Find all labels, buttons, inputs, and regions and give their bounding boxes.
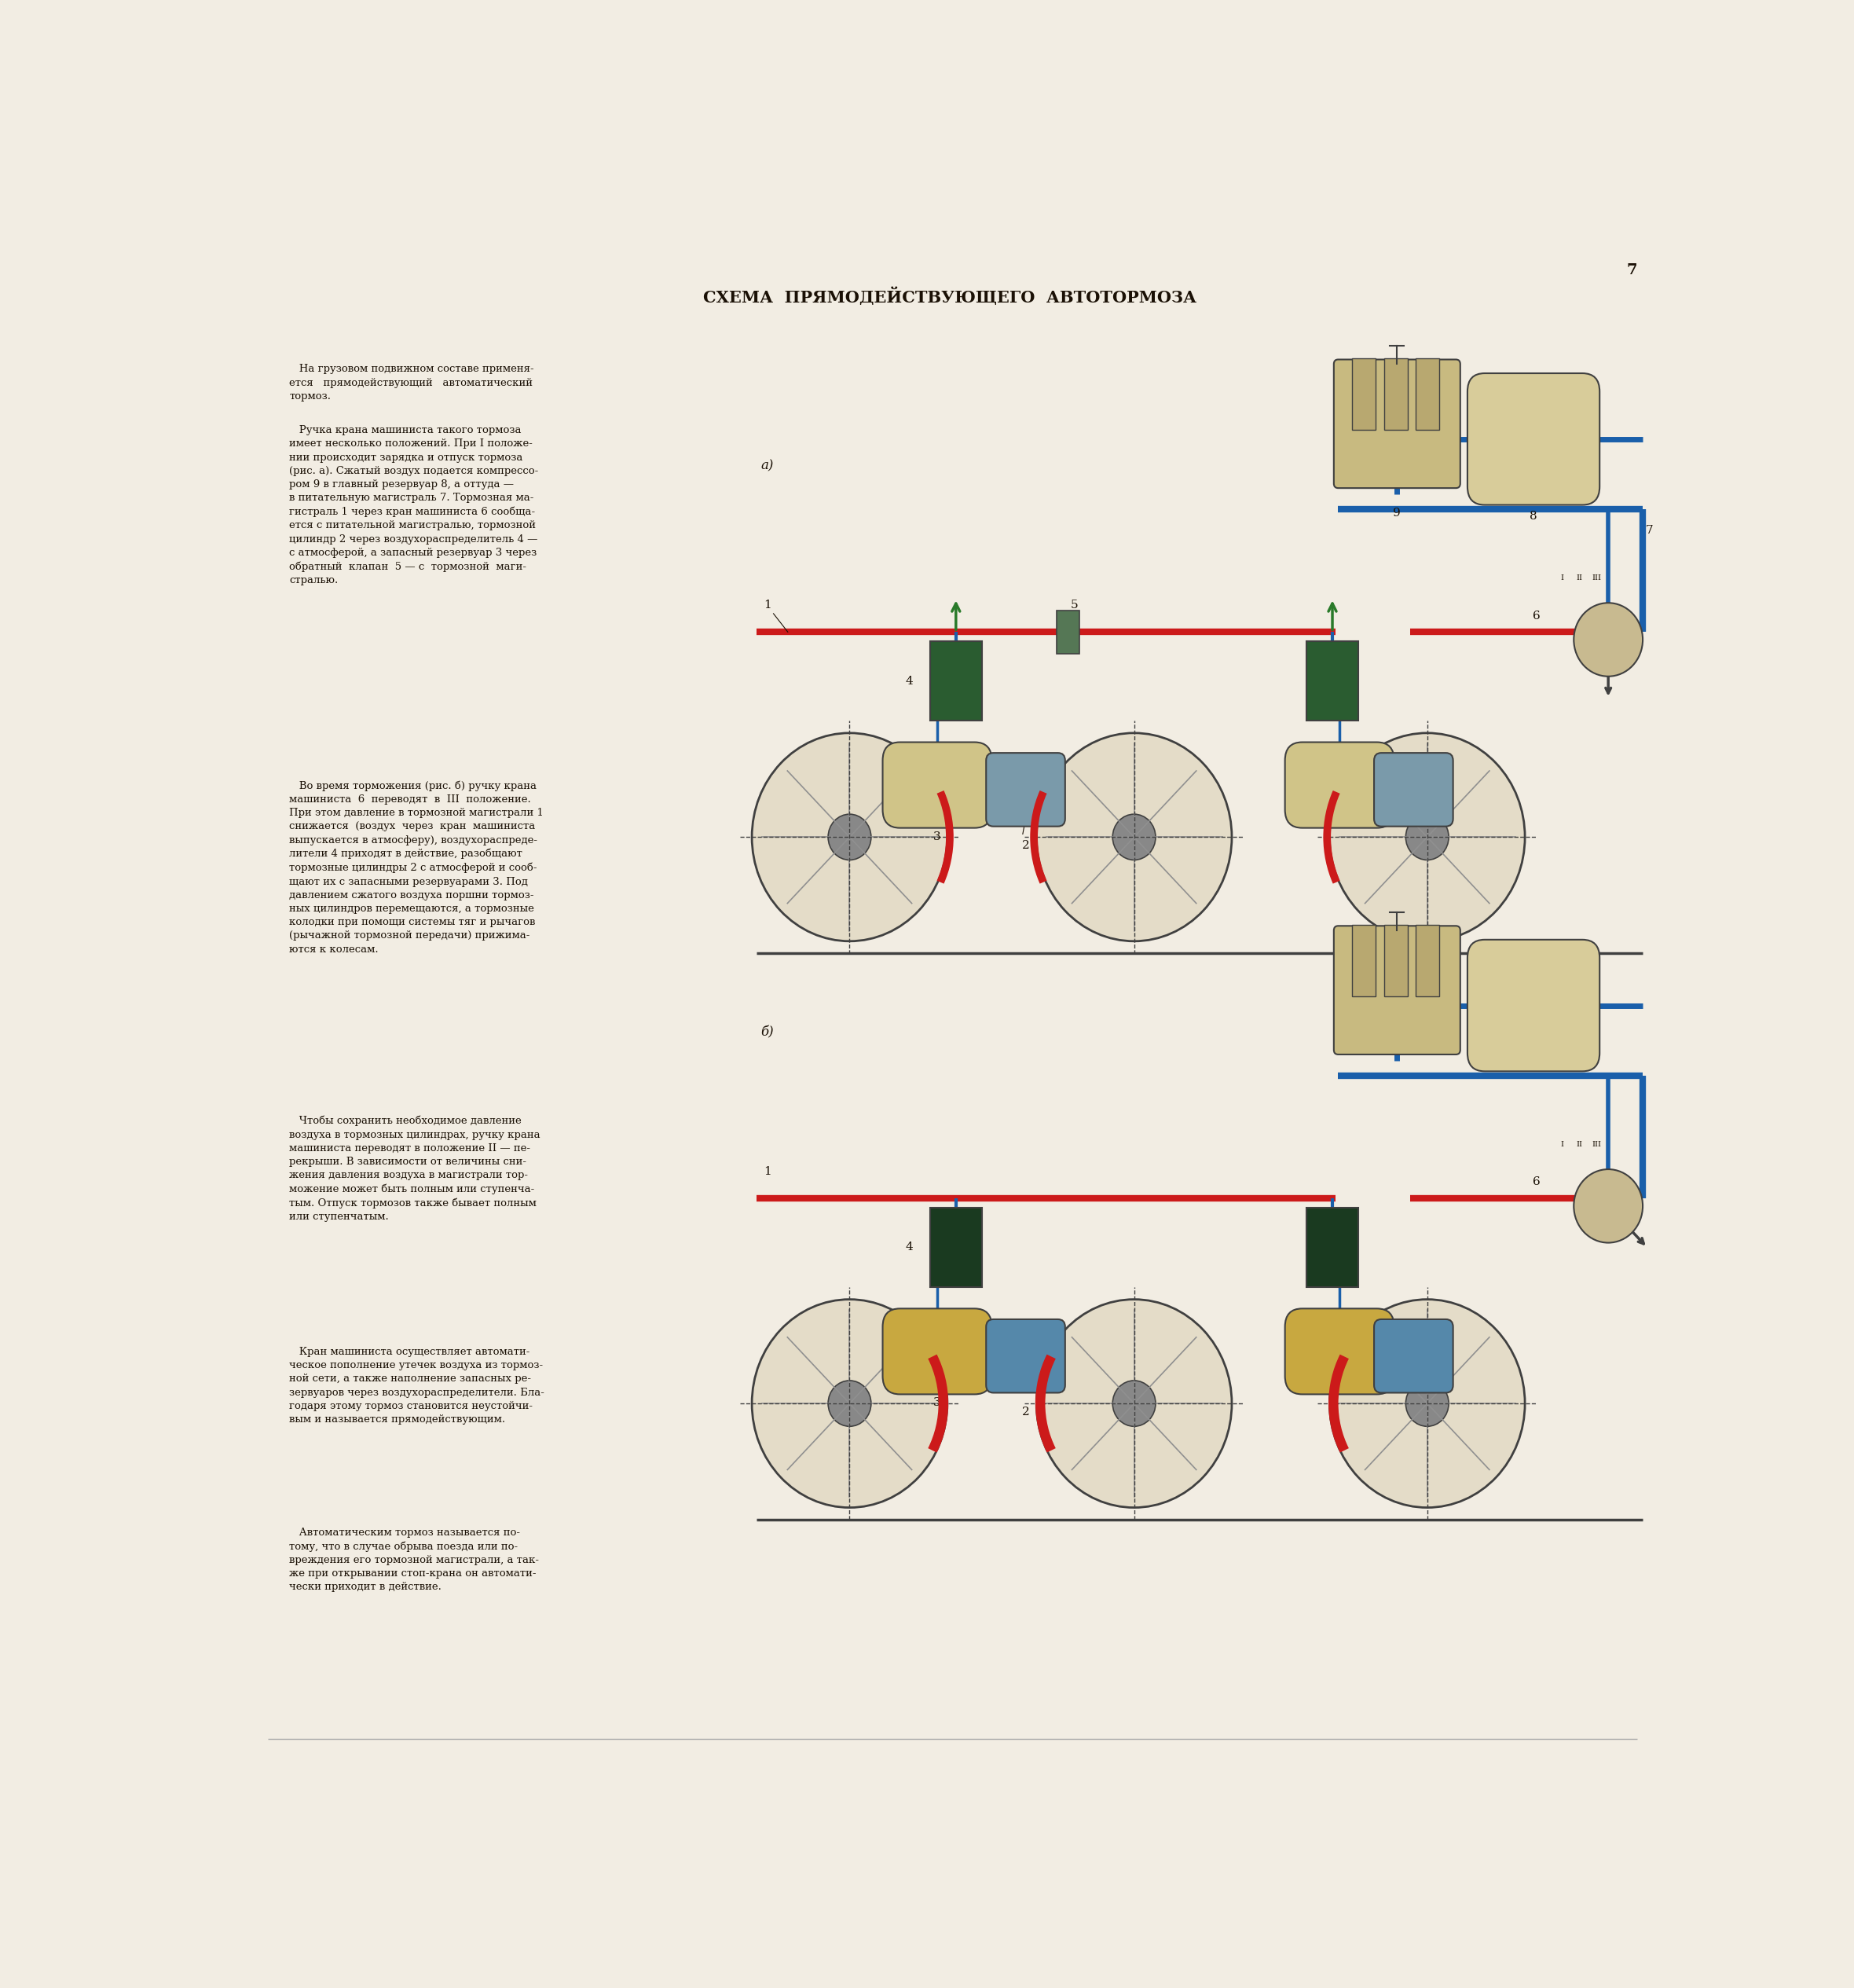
Text: II: II [1576, 1141, 1583, 1147]
Text: СХЕМА  ПРЯМОДЕЙСТВУЮЩЕГО  АВТОТОРМОЗА: СХЕМА ПРЯМОДЕЙСТВУЮЩЕГО АВТОТОРМОЗА [703, 288, 1198, 306]
Circle shape [1574, 602, 1643, 676]
Text: Чтобы сохранить необходимое давление
воздуха в тормозных цилиндрах, ручку крана
: Чтобы сохранить необходимое давление воз… [289, 1115, 540, 1223]
Text: 3: 3 [933, 831, 942, 843]
Circle shape [1329, 734, 1524, 940]
Text: 1: 1 [764, 1165, 771, 1177]
Circle shape [1112, 1380, 1155, 1425]
Text: II: II [1576, 575, 1583, 580]
Text: 8: 8 [1530, 511, 1537, 523]
Text: 1: 1 [764, 600, 771, 610]
FancyBboxPatch shape [1285, 742, 1394, 827]
Text: б): б) [760, 1026, 773, 1038]
Circle shape [753, 734, 947, 940]
Bar [1307, 642, 1359, 722]
Text: На грузовом подвижном составе применя-
ется   прямодействующий   автоматический
: На грузовом подвижном составе применя- е… [289, 364, 534, 402]
Bar [1307, 1207, 1359, 1286]
Text: III: III [1593, 1141, 1602, 1147]
FancyBboxPatch shape [1468, 940, 1600, 1072]
Bar [1057, 610, 1079, 654]
FancyBboxPatch shape [883, 742, 992, 827]
Text: III: III [1593, 575, 1602, 580]
Circle shape [829, 815, 871, 861]
Text: а): а) [760, 459, 773, 473]
Text: 6: 6 [1533, 1177, 1541, 1187]
Bar [1416, 358, 1439, 429]
Circle shape [1405, 815, 1448, 861]
Bar [1385, 358, 1407, 429]
Text: 6: 6 [1533, 610, 1541, 620]
FancyBboxPatch shape [883, 1308, 992, 1394]
Text: 2: 2 [1022, 1408, 1029, 1417]
Circle shape [1329, 1300, 1524, 1507]
FancyBboxPatch shape [1374, 753, 1454, 827]
Text: 7: 7 [1646, 525, 1654, 537]
Circle shape [1405, 1380, 1448, 1425]
FancyBboxPatch shape [1333, 926, 1461, 1054]
Circle shape [829, 1380, 871, 1425]
Bar [1385, 924, 1407, 996]
Bar [1352, 358, 1376, 429]
Circle shape [1036, 734, 1231, 940]
FancyBboxPatch shape [1285, 1308, 1394, 1394]
Text: 7: 7 [1626, 262, 1637, 276]
Bar [1416, 924, 1439, 996]
Circle shape [1574, 1169, 1643, 1242]
FancyBboxPatch shape [1333, 360, 1461, 489]
Text: I: I [1561, 1141, 1563, 1147]
Text: Кран машиниста осуществляет автомати-
ческое пополнение утечек воздуха из тормоз: Кран машиниста осуществляет автомати- че… [289, 1346, 545, 1425]
Text: 5: 5 [1072, 600, 1079, 610]
FancyBboxPatch shape [986, 753, 1064, 827]
FancyBboxPatch shape [1374, 1320, 1454, 1394]
Text: Ручка крана машиниста такого тормоза
имеет несколько положений. При I положе-
ни: Ручка крана машиниста такого тормоза име… [289, 425, 538, 584]
Bar [931, 1207, 983, 1286]
Text: 3: 3 [933, 1398, 942, 1408]
Circle shape [1112, 815, 1155, 861]
Bar [1352, 924, 1376, 996]
Text: 9: 9 [1392, 509, 1402, 519]
Text: Автоматическим тормоз называется по-
тому, что в случае обрыва поезда или по-
вр: Автоматическим тормоз называется по- том… [289, 1527, 540, 1592]
Text: I: I [1561, 575, 1563, 580]
Circle shape [753, 1300, 947, 1507]
Circle shape [1036, 1300, 1231, 1507]
Text: 2: 2 [1022, 841, 1029, 851]
Text: Во время торможения (рис. б) ручку крана
машиниста  6  переводят  в  III  положе: Во время торможения (рис. б) ручку крана… [289, 781, 543, 954]
Bar [931, 642, 983, 722]
FancyBboxPatch shape [1468, 374, 1600, 505]
FancyBboxPatch shape [986, 1320, 1064, 1394]
Text: 4: 4 [905, 676, 912, 686]
Text: 4: 4 [905, 1242, 912, 1252]
